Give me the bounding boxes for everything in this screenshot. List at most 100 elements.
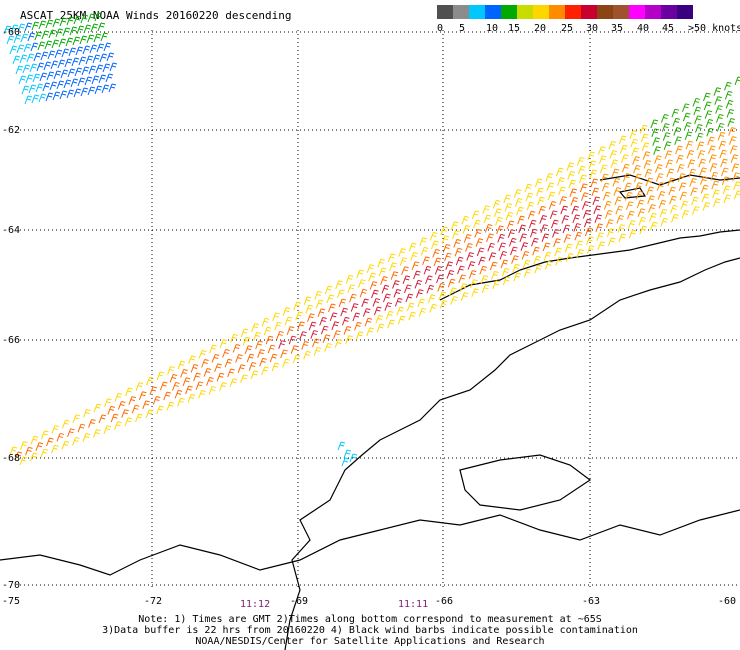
wind-barb	[608, 140, 617, 150]
wind-barb	[93, 33, 102, 43]
wind-barb	[720, 158, 728, 168]
wind-barb	[57, 59, 66, 69]
wind-barb	[706, 127, 714, 137]
wind-barb	[533, 255, 541, 265]
wind-barb	[610, 159, 619, 169]
wind-barb	[22, 64, 31, 74]
wind-barb	[66, 16, 75, 26]
wind-barb	[97, 22, 106, 32]
wind-barb	[614, 196, 623, 206]
wind-barb	[103, 425, 112, 434]
wind-barb	[72, 436, 80, 446]
wind-barb	[600, 173, 609, 183]
wind-barb	[301, 341, 309, 350]
wind-barb	[672, 117, 680, 127]
wind-barb	[405, 293, 414, 303]
wind-barb	[636, 199, 645, 209]
legend-swatch	[645, 5, 661, 19]
wind-barb	[67, 68, 76, 78]
wind-barb	[580, 192, 589, 201]
wind-barb	[68, 47, 77, 57]
wind-barb	[455, 256, 464, 266]
wind-barb	[56, 432, 65, 442]
wind-barb	[75, 46, 84, 56]
wind-barb	[45, 19, 54, 29]
wind-barb	[661, 123, 670, 132]
wind-barb	[676, 154, 684, 164]
wind-barb	[558, 186, 566, 196]
wind-barb	[295, 311, 303, 321]
wind-barb	[30, 452, 38, 462]
wind-barb	[156, 371, 165, 381]
wind-barb	[723, 194, 732, 204]
wind-barb	[167, 366, 175, 375]
wind-barb	[355, 331, 364, 340]
wind-barb	[592, 196, 601, 206]
wind-barb	[72, 36, 81, 46]
wind-barb	[689, 178, 697, 187]
wind-barb	[41, 30, 50, 40]
legend-label: 15	[508, 23, 520, 34]
wind-speed-legend: 0 5 10 15 20 25 30 35 40 45 >50 knots	[437, 5, 740, 34]
south-island	[459, 454, 592, 511]
wind-barb	[420, 246, 429, 256]
wind-barb	[649, 221, 658, 231]
wind-barb	[378, 267, 387, 277]
wind-barb	[565, 253, 574, 262]
wind-barb	[629, 130, 638, 139]
wind-barb	[648, 204, 656, 213]
wind-barb	[336, 289, 345, 299]
wind-barb	[177, 397, 185, 407]
wind-barb	[589, 169, 598, 179]
wind-barb	[397, 315, 406, 325]
wind-barb	[366, 264, 375, 273]
wind-barb	[695, 132, 704, 142]
wind-barb	[224, 358, 233, 368]
wind-barb	[282, 358, 290, 368]
wind-barb	[163, 391, 171, 401]
wind-barb	[721, 167, 729, 177]
wind-barb	[630, 138, 638, 148]
wind-barb	[618, 233, 627, 243]
wind-barb	[621, 163, 630, 173]
wind-barb	[687, 159, 696, 169]
wind-barb	[46, 71, 55, 81]
wind-barb	[40, 51, 49, 61]
wind-barb	[503, 194, 511, 204]
wind-barb	[463, 234, 472, 243]
wind-barb	[338, 298, 347, 308]
wind-barb	[700, 184, 709, 194]
wind-barb	[376, 323, 385, 333]
wind-barb	[292, 354, 301, 364]
wind-barb	[466, 252, 474, 261]
wind-barb	[100, 32, 109, 42]
wind-barb	[364, 317, 373, 327]
wind-barb	[190, 364, 199, 373]
wind-barb	[603, 200, 612, 210]
wind-barb	[569, 188, 578, 198]
wind-barb	[726, 109, 735, 118]
wind-barb	[49, 81, 58, 91]
wind-barb	[357, 279, 366, 288]
wind-barb	[623, 182, 632, 192]
wind-barb	[433, 257, 442, 267]
wind-barb	[512, 263, 520, 273]
wind-barb	[31, 21, 40, 31]
wind-barb	[315, 299, 324, 309]
wind-barb	[70, 78, 79, 88]
wind-barb	[501, 267, 510, 277]
wind-barb	[80, 14, 89, 24]
wind-barb	[716, 122, 725, 132]
wind-barb	[319, 317, 327, 326]
wind-barb	[20, 33, 29, 43]
wind-barb	[652, 137, 660, 146]
wind-barb	[525, 192, 534, 202]
wind-barb	[55, 28, 64, 38]
wind-barb	[505, 211, 514, 221]
wind-barb	[25, 446, 33, 456]
wind-barb	[681, 103, 690, 112]
legend-swatch	[677, 5, 693, 19]
lon-label: -69	[290, 596, 308, 607]
wind-barb	[149, 386, 158, 396]
wind-barb	[380, 276, 388, 285]
